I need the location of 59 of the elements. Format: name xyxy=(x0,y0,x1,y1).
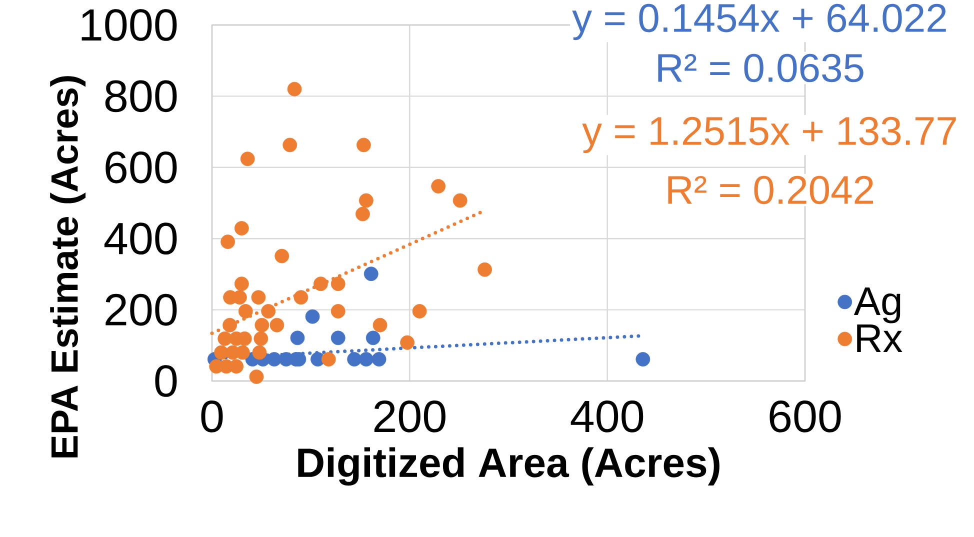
x-axis-title: Digitized Area (Acres) xyxy=(298,447,720,486)
annotation: y = 0.1454x + 64.022 xyxy=(572,4,946,40)
point xyxy=(452,193,468,208)
x-tick-label: 200 xyxy=(374,400,446,432)
point xyxy=(267,352,282,366)
point xyxy=(636,352,650,366)
point xyxy=(400,335,414,350)
point xyxy=(431,179,446,194)
point xyxy=(366,330,380,346)
point xyxy=(222,318,237,332)
point xyxy=(347,352,362,366)
y-axis-title: EPA Estimate (Acres) xyxy=(50,76,86,458)
legend-label: Ag xyxy=(854,287,900,324)
point xyxy=(314,276,328,292)
point xyxy=(261,304,276,318)
point xyxy=(290,330,305,346)
y-tick-label: 400 xyxy=(104,222,177,255)
point xyxy=(238,304,253,318)
point xyxy=(270,318,284,332)
point xyxy=(234,221,249,236)
y-tick-label: 0 xyxy=(155,365,177,397)
point xyxy=(249,370,264,384)
point xyxy=(254,331,268,346)
point xyxy=(294,290,308,305)
point xyxy=(321,352,336,366)
point xyxy=(305,309,320,324)
annotation: R² = 0.2042 xyxy=(668,176,874,204)
point xyxy=(330,304,346,318)
x-tick-label: 600 xyxy=(770,400,841,432)
y-tick-label: 200 xyxy=(106,294,177,326)
y-tick-label: 800 xyxy=(105,80,177,112)
point xyxy=(372,318,388,332)
point xyxy=(220,234,236,249)
point xyxy=(478,262,492,277)
point xyxy=(412,304,427,318)
point xyxy=(356,206,370,222)
point xyxy=(356,138,371,152)
y-tick-label: 600 xyxy=(106,151,177,184)
point xyxy=(274,248,290,264)
point xyxy=(282,138,298,152)
point xyxy=(229,359,244,374)
point xyxy=(372,352,386,366)
point xyxy=(240,152,255,166)
annotation: R² = 0.0635 xyxy=(658,54,864,82)
annotation: y = 1.2515x + 133.77 xyxy=(582,116,956,154)
point xyxy=(252,345,267,360)
point xyxy=(251,290,266,305)
point xyxy=(358,193,374,208)
y-tick-label: 1000 xyxy=(82,9,177,41)
point xyxy=(234,276,249,292)
point xyxy=(287,82,302,96)
point xyxy=(330,330,346,346)
x-tick-label: 0 xyxy=(201,400,223,432)
x-tick-label: 400 xyxy=(570,400,644,432)
point xyxy=(358,352,374,366)
point xyxy=(330,276,346,292)
legend-label: Rx xyxy=(857,324,902,352)
point xyxy=(254,318,270,332)
point xyxy=(364,266,378,282)
